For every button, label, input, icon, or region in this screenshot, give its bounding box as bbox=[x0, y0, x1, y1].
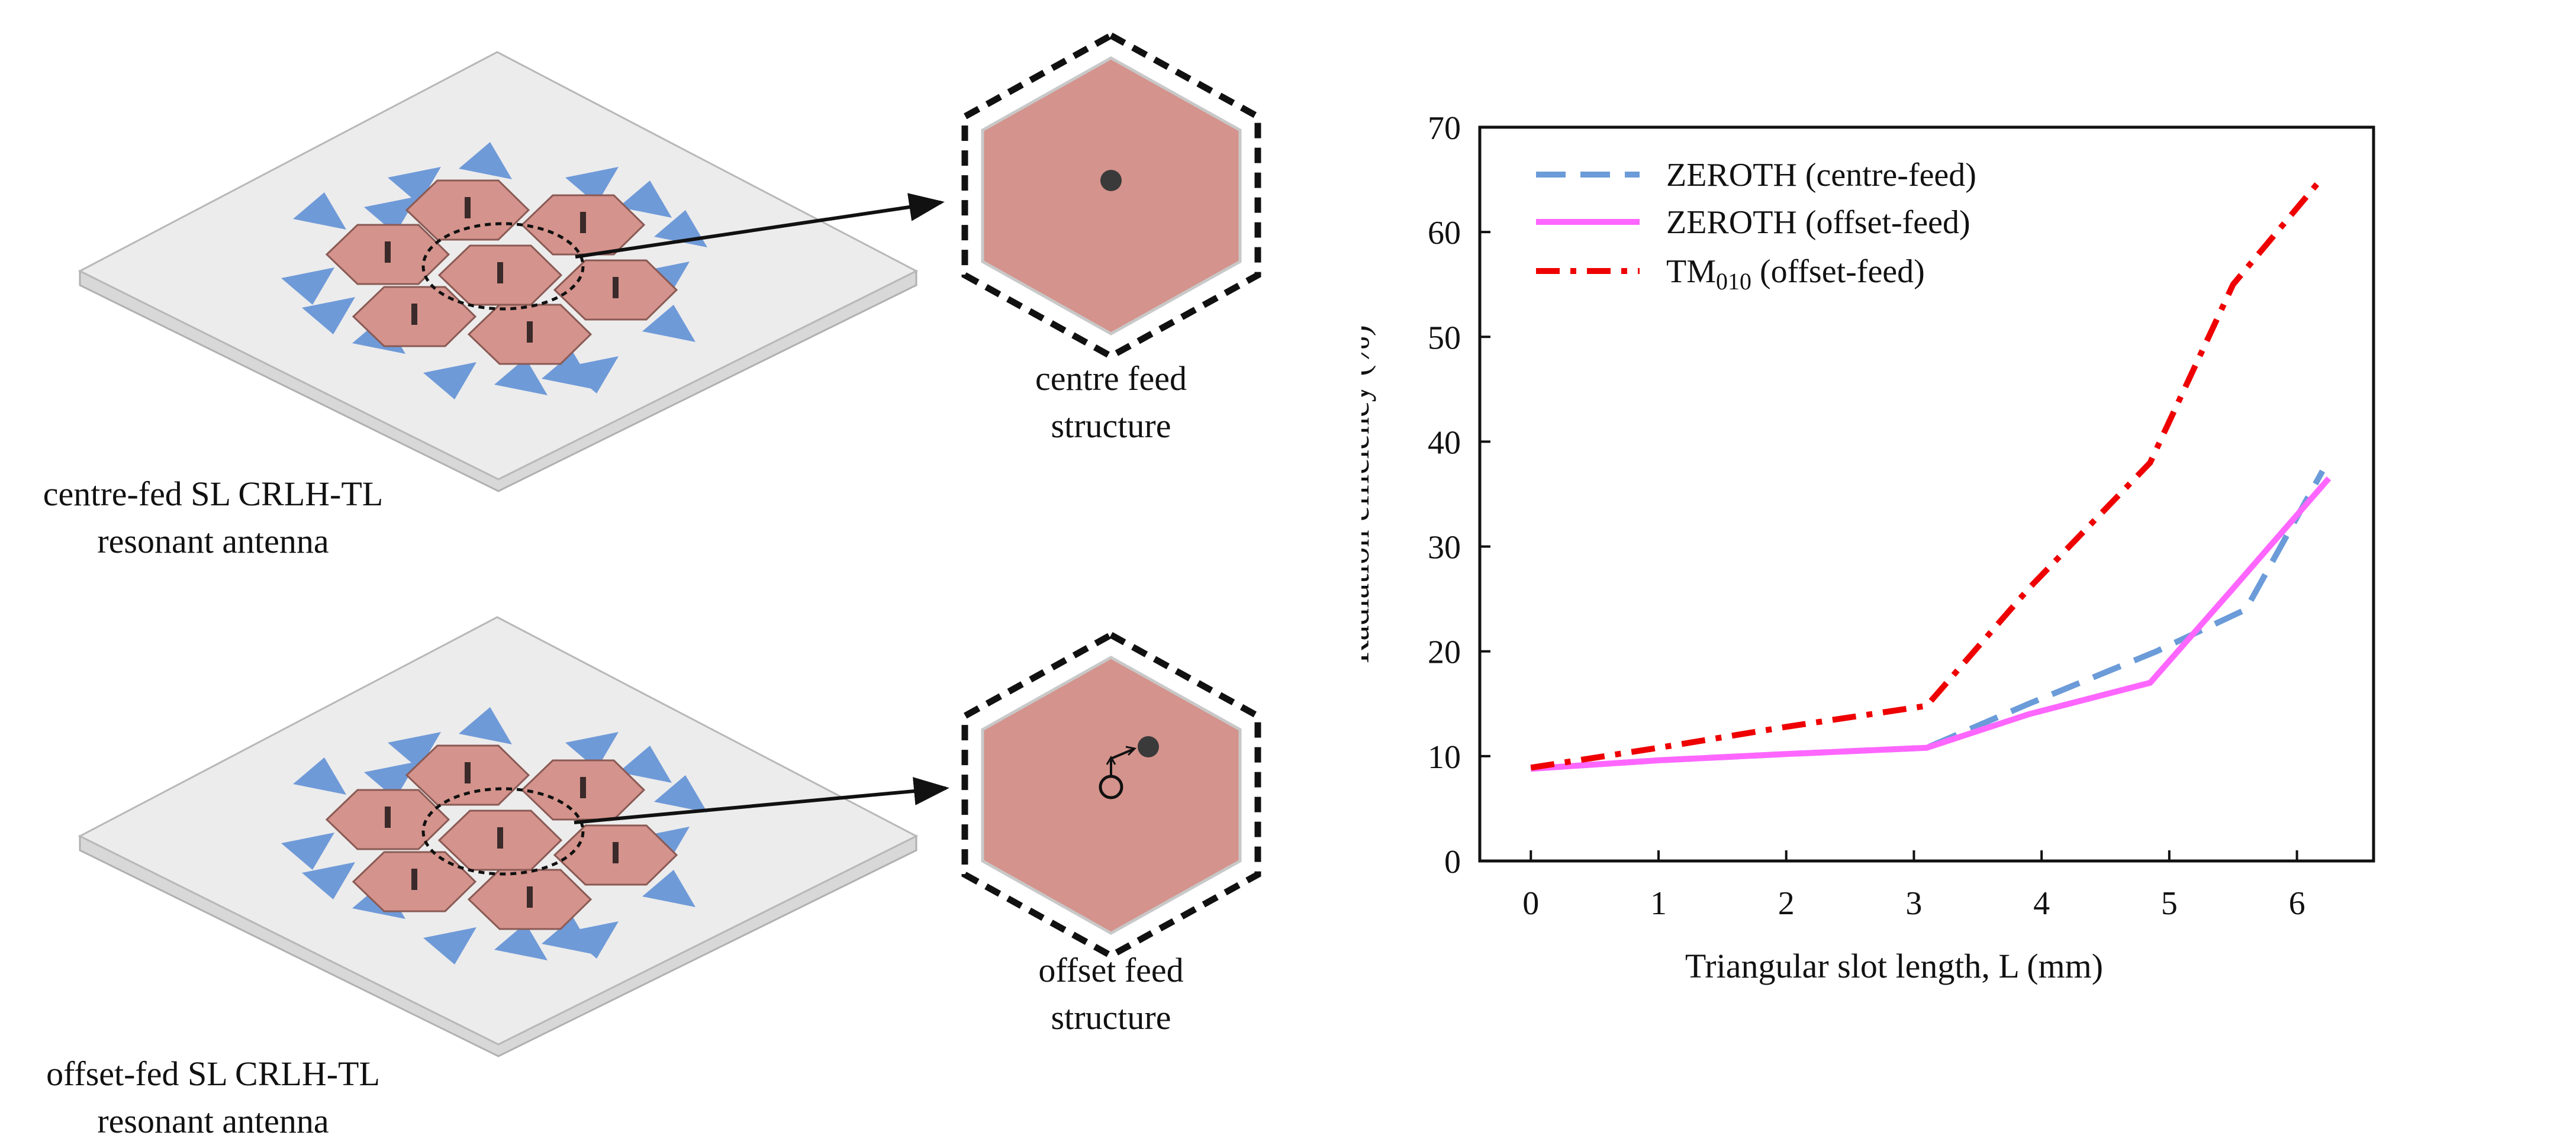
legend: ZEROTH (centre-feed) ZEROTH (offset-feed… bbox=[1536, 157, 1976, 295]
centre-feed-zoom-hexagon bbox=[961, 31, 1261, 360]
triangular-slot bbox=[423, 362, 476, 399]
patch-via bbox=[385, 807, 391, 828]
patch-via bbox=[411, 869, 417, 890]
y-tick-label: 50 bbox=[1428, 320, 1461, 356]
x-tick-label: 5 bbox=[2161, 885, 2178, 922]
triangular-slot bbox=[494, 358, 548, 395]
triangular-slot bbox=[364, 762, 417, 799]
triangular-slot bbox=[565, 167, 619, 204]
triangular-slot bbox=[388, 732, 441, 769]
triangular-slot bbox=[302, 297, 355, 334]
triangular-slot bbox=[619, 746, 672, 783]
bottom-antenna-caption: offset-fed SL CRLH-TL resonant antenna bbox=[0, 1050, 426, 1145]
triangular-slot bbox=[565, 732, 619, 769]
y-tick-label: 0 bbox=[1444, 844, 1461, 880]
triangular-slot bbox=[642, 870, 695, 907]
triangular-slot bbox=[642, 305, 695, 342]
series-line-tm010 bbox=[1530, 175, 2325, 771]
legend-label-zeroth-offset: ZEROTH (offset-feed) bbox=[1666, 204, 1970, 241]
patch-via bbox=[411, 304, 417, 325]
triangular-slot bbox=[293, 192, 346, 230]
patch-via bbox=[580, 777, 586, 798]
centre-feed-caption-line2: structure bbox=[1051, 407, 1171, 445]
x-tick-label: 2 bbox=[1778, 885, 1795, 922]
patch-via bbox=[385, 241, 391, 263]
centre-fed-antenna-drawing bbox=[78, 51, 919, 492]
centre-feed-caption-line1: centre feed bbox=[1035, 359, 1187, 398]
offset-feed-caption: offset feed structure bbox=[993, 947, 1229, 1041]
y-tick-label: 20 bbox=[1428, 634, 1461, 671]
offset-feed-point bbox=[1138, 736, 1159, 757]
plot-frame bbox=[1478, 125, 2375, 863]
triangular-slot bbox=[281, 833, 334, 870]
triangular-slot bbox=[302, 862, 355, 899]
x-tick-label: 6 bbox=[2289, 885, 2305, 922]
y-axis: 0 10 20 30 40 50 60 70 bbox=[1428, 110, 1490, 880]
x-tick-label: 4 bbox=[2033, 885, 2050, 922]
bottom-antenna-caption-line1: offset-fed SL CRLH-TL bbox=[46, 1054, 380, 1093]
triangular-slot bbox=[293, 757, 346, 795]
triangular-slot bbox=[654, 775, 707, 812]
patch-via bbox=[527, 886, 533, 908]
offset-feed-caption-line2: structure bbox=[1051, 998, 1171, 1037]
x-axis-label: Triangular slot length, L (mm) bbox=[1685, 947, 2103, 985]
y-tick-label: 10 bbox=[1428, 739, 1461, 776]
centre-reference-circle bbox=[1099, 775, 1123, 799]
y-axis-label: Radiation efficiency (%) bbox=[1361, 325, 1376, 663]
patch-via bbox=[613, 842, 619, 863]
y-tick-label: 30 bbox=[1428, 530, 1461, 566]
bottom-antenna-caption-line2: resonant antenna bbox=[97, 1102, 329, 1140]
x-tick-label: 3 bbox=[1905, 885, 1922, 922]
legend-label-tm010: TM010 (offset-feed) bbox=[1666, 253, 1925, 295]
radiation-efficiency-chart: 0 1 2 3 4 5 6 0 10 20 30 40 50 60 70 Triangular slot … bbox=[1361, 110, 2375, 985]
patch-via bbox=[465, 197, 471, 218]
legend-label-zeroth-centre: ZEROTH (centre-feed) bbox=[1666, 157, 1976, 193]
offset-zoom-arrow bbox=[574, 777, 949, 824]
zoom-region-ellipse bbox=[421, 787, 585, 876]
x-axis: 0 1 2 3 4 5 6 bbox=[1522, 850, 2305, 922]
triangular-slot bbox=[364, 196, 417, 234]
triangular-slot bbox=[619, 180, 672, 218]
patch-via bbox=[527, 321, 533, 343]
triangular-slot bbox=[459, 142, 512, 179]
patch-via bbox=[497, 262, 503, 283]
patch-via bbox=[580, 212, 586, 233]
offset-feed-caption-line1: offset feed bbox=[1038, 951, 1184, 989]
patch-via bbox=[465, 762, 471, 783]
offset-fed-antenna-drawing bbox=[78, 616, 919, 1057]
centre-feed-caption: centre feed structure bbox=[993, 355, 1229, 450]
zoom-region-ellipse bbox=[421, 222, 585, 311]
triangular-slot bbox=[281, 267, 334, 305]
patch-via bbox=[497, 827, 503, 849]
top-antenna-caption-line1: centre-fed SL CRLH-TL bbox=[43, 475, 384, 513]
series-line-zeroth-offset bbox=[1530, 476, 2332, 772]
y-tick-label: 60 bbox=[1428, 215, 1461, 251]
x-tick-label: 0 bbox=[1522, 885, 1539, 922]
triangular-slot bbox=[542, 917, 595, 954]
centre-zoom-arrow bbox=[575, 193, 945, 259]
top-antenna-caption-line2: resonant antenna bbox=[97, 522, 329, 560]
offset-feed-zoom-hexagon bbox=[961, 631, 1261, 960]
y-tick-label: 70 bbox=[1428, 110, 1461, 147]
triangular-slot bbox=[459, 707, 512, 744]
triangular-slot bbox=[423, 927, 476, 965]
antenna-illustration bbox=[78, 31, 1261, 1057]
triangular-slot bbox=[388, 167, 441, 204]
triangular-slot bbox=[542, 352, 595, 389]
patch-via bbox=[613, 277, 619, 298]
x-tick-label: 1 bbox=[1650, 885, 1667, 922]
y-tick-label: 40 bbox=[1428, 424, 1461, 461]
triangular-slot bbox=[494, 923, 548, 960]
centre-feed-point bbox=[1100, 170, 1122, 191]
series-group bbox=[1530, 175, 2332, 772]
top-antenna-caption: centre-fed SL CRLH-TL resonant antenna bbox=[0, 470, 426, 565]
